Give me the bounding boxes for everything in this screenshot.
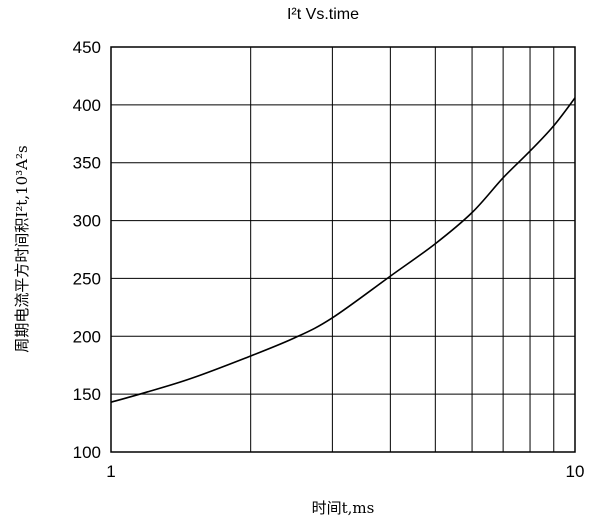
y-tick-labels: 100 150 200 250 300 350 400 450 — [73, 38, 101, 462]
y-tick-label: 100 — [73, 443, 101, 462]
y-tick-label: 150 — [73, 385, 101, 404]
y-tick-label: 250 — [73, 269, 101, 288]
y-tick-label: 400 — [73, 96, 101, 115]
x-tick-label: 10 — [566, 462, 585, 481]
series-line — [110, 97, 576, 403]
x-tick-label: 1 — [106, 462, 115, 481]
x-tick-labels: 1 10 — [106, 462, 584, 481]
plot-frame — [110, 46, 576, 453]
y-axis-label: 周期电流平方时间积I²t,10³A²s — [13, 145, 31, 352]
x-axis-label: 时间t,ms — [312, 499, 375, 517]
y-tick-label: 300 — [73, 212, 101, 231]
chart-title: I²t Vs.time — [287, 6, 359, 23]
y-tick-label: 200 — [73, 327, 101, 346]
y-tick-label: 450 — [73, 38, 101, 57]
grid — [110, 46, 576, 453]
y-tick-label: 350 — [73, 154, 101, 173]
